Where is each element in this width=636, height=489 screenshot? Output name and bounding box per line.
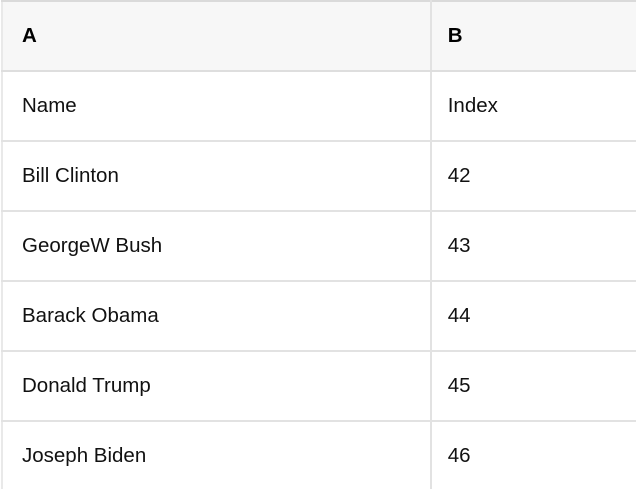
cell-A3[interactable]: GeorgeW Bush: [2, 211, 432, 282]
cell-B1[interactable]: Index: [430, 71, 636, 142]
table-row: Bill Clinton 42: [2, 141, 636, 212]
cell-A1[interactable]: Name: [2, 71, 432, 142]
column-header-B[interactable]: B: [430, 1, 636, 72]
cell-A5[interactable]: Donald Trump: [2, 351, 432, 422]
table-row: Name Index: [2, 71, 636, 142]
table-row: Donald Trump 45: [2, 351, 636, 422]
cell-A4[interactable]: Barack Obama: [2, 281, 432, 352]
cell-A2[interactable]: Bill Clinton: [2, 141, 432, 212]
table-row: Joseph Biden 46: [2, 421, 636, 489]
table-row: Barack Obama 44: [2, 281, 636, 352]
column-header-A[interactable]: A: [2, 1, 432, 72]
cell-B2[interactable]: 42: [430, 141, 636, 212]
cell-B4[interactable]: 44: [430, 281, 636, 352]
column-header-row: A B: [2, 1, 636, 72]
cell-B6[interactable]: 46: [447, 444, 471, 467]
cell-B5[interactable]: 45: [430, 351, 636, 422]
cell-A6[interactable]: Joseph Biden: [2, 421, 432, 489]
cell-B3[interactable]: 43: [430, 211, 636, 282]
table-row: GeorgeW Bush 43: [2, 211, 636, 282]
